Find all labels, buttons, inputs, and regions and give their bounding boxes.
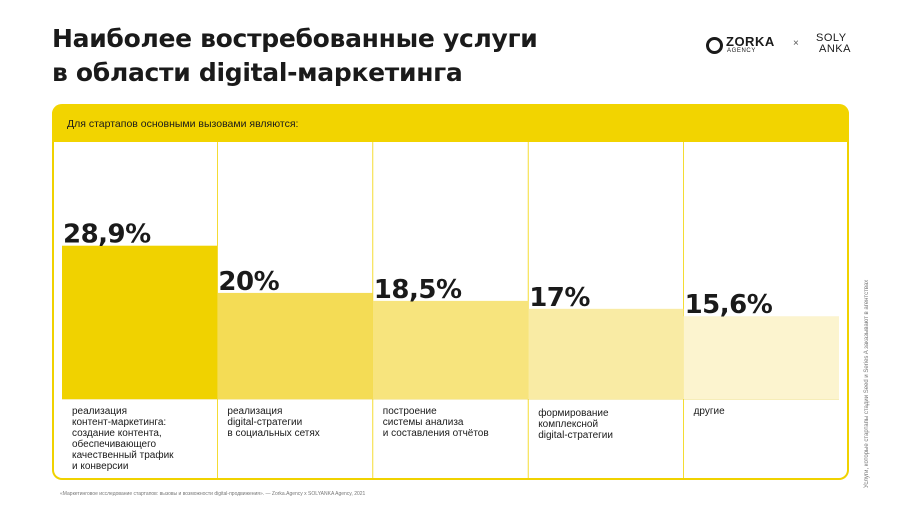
- category-label-line: и конверсии: [72, 461, 129, 472]
- bar: [372, 300, 529, 399]
- category-label-line: digital-стратегии: [227, 417, 303, 428]
- bar: [683, 316, 839, 399]
- side-note: Услуги, которые стартапы стадии Seed и S…: [864, 279, 870, 488]
- solyanka-logo: SOLY ANKA: [816, 33, 851, 55]
- page-title-line-2: в области digital-маркетинга: [52, 58, 463, 87]
- category-label-line: контент-маркетинга:: [72, 417, 167, 428]
- category-label-line: формирование: [538, 408, 609, 419]
- category-label-line: digital-стратегии: [538, 430, 613, 441]
- category-label-line: и составления отчётов: [382, 428, 489, 439]
- bar-value-label: 28,9%: [63, 220, 151, 250]
- category-label: формирование комплексной digital-стратегии: [538, 408, 678, 441]
- category-label-line: качественный трафик: [72, 450, 174, 461]
- category-label-line: другие: [693, 406, 725, 417]
- solyanka-logo-line-1: SOLY: [816, 32, 847, 44]
- chart-card-header: Для стартапов основными вызовами являютс…: [52, 104, 849, 142]
- category-label: другие: [694, 406, 834, 417]
- zorka-logo-text: ZORKA: [726, 34, 775, 49]
- category-label: построение системы анализа и составления о…: [383, 406, 523, 439]
- category-label-line: обеспечивающего: [72, 439, 157, 450]
- bar-value-label: 18,5%: [374, 275, 462, 305]
- category-label-line: комплексной: [538, 419, 599, 430]
- bar-value-label: 15,6%: [685, 290, 773, 320]
- category-label: реализация контент-маркетинга: создание ко…: [72, 406, 212, 472]
- category-label-line: реализация: [72, 406, 127, 417]
- logo-separator: ×: [793, 38, 799, 49]
- chart-card-header-text: Для стартапов основными вызовами являютс…: [67, 118, 299, 130]
- category-label-line: системы анализа: [382, 417, 464, 428]
- page-title: Наиболее востребованные услуги в области…: [52, 22, 538, 90]
- bar: [62, 245, 218, 399]
- bar: [217, 292, 373, 399]
- category-label-line: в социальных сетях: [227, 428, 320, 439]
- zorka-logo-subtext: AGENCY: [727, 48, 756, 54]
- category-label-line: создание контента,: [72, 428, 162, 439]
- page-title-line-1: Наиболее востребованные услуги: [52, 24, 538, 53]
- category-label-line: реализация: [227, 406, 283, 417]
- zorka-logo-icon: [706, 37, 723, 54]
- bar: [528, 308, 684, 399]
- category-label-line: построение: [382, 406, 437, 417]
- footnote: «Маркетинговое исследование стартапов: в…: [60, 491, 366, 497]
- bar-value-label: 20%: [218, 267, 279, 297]
- category-label: реализация digital-стратегии в социальных …: [227, 406, 367, 439]
- bar-value-label: 17%: [529, 283, 590, 313]
- solyanka-logo-line-2: ANKA: [819, 43, 851, 55]
